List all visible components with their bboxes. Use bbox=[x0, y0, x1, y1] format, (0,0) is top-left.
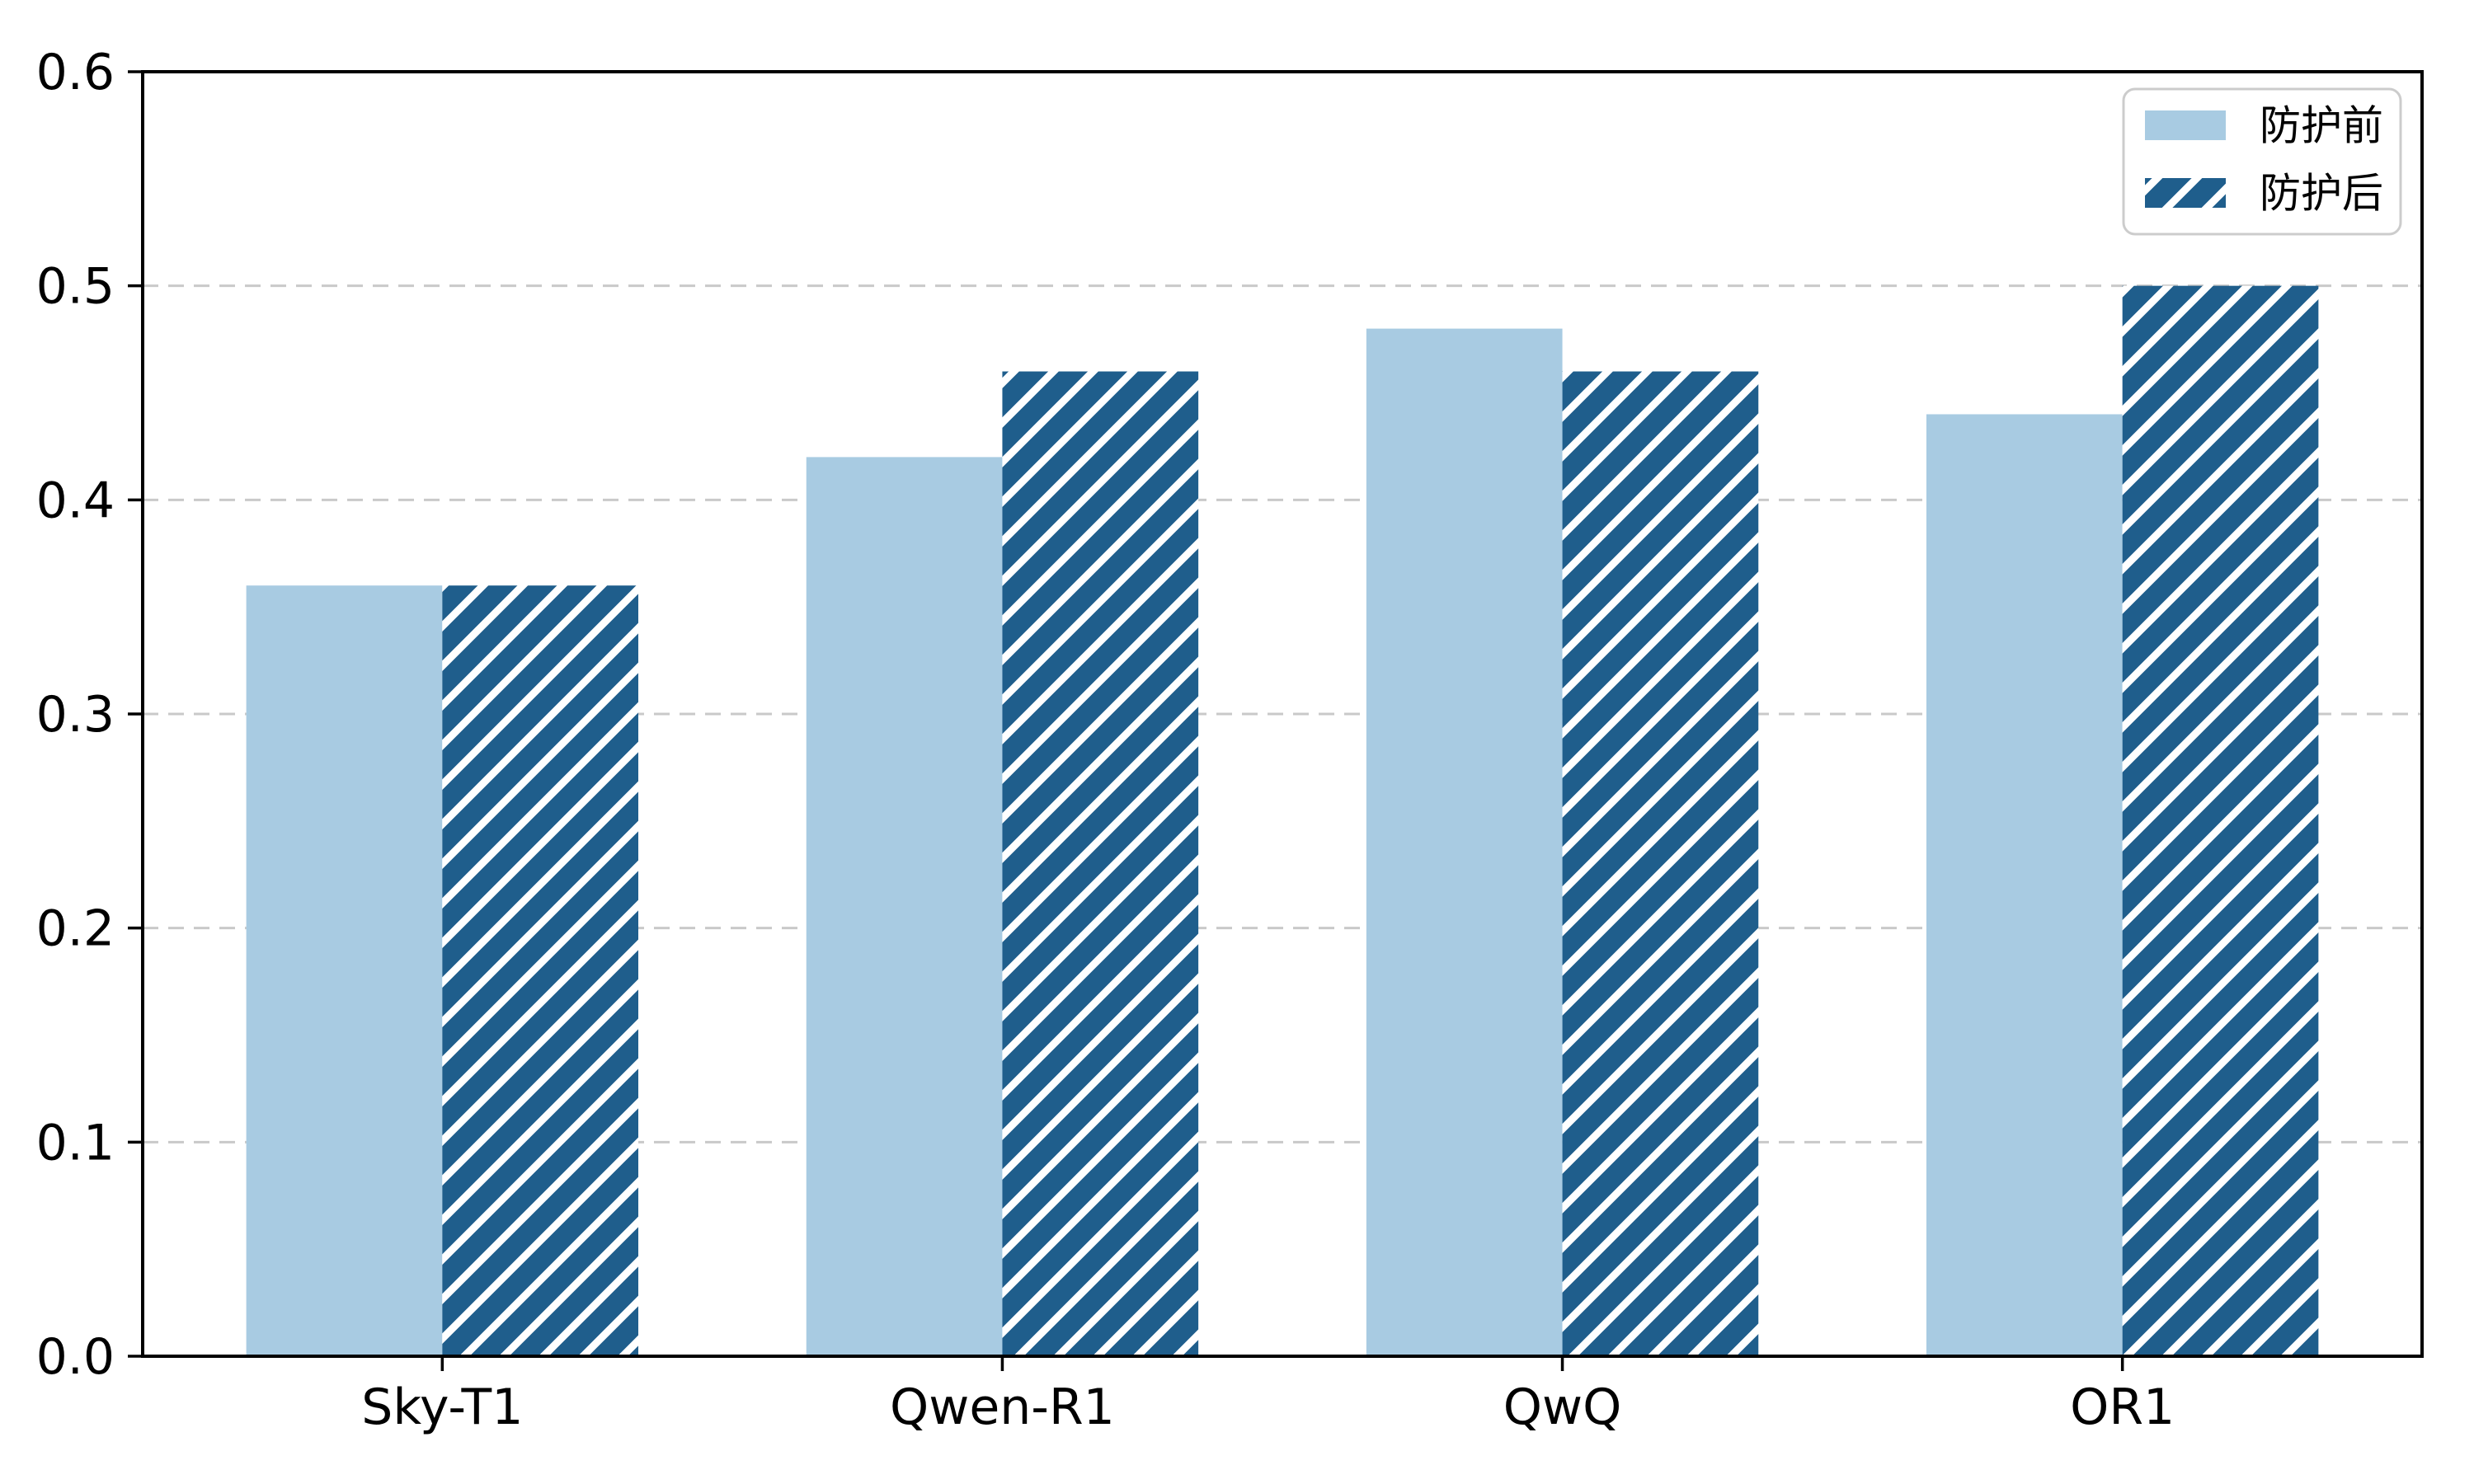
y-tick-label: 0.1 bbox=[36, 1114, 115, 1172]
legend-label-0: 防护前 bbox=[2260, 102, 2383, 150]
bar-Sky-T1-s1 bbox=[442, 585, 639, 1356]
bar-Qwen-R1-s1 bbox=[1002, 371, 1199, 1356]
bar-QwQ-s1 bbox=[1562, 371, 1759, 1356]
bar-Qwen-R1-s0 bbox=[806, 457, 1003, 1356]
y-tick-label: 0.2 bbox=[36, 900, 115, 958]
y-tick-label: 0.5 bbox=[36, 258, 115, 316]
x-tick-label: OR1 bbox=[2070, 1378, 2175, 1436]
y-tick-label: 0.0 bbox=[36, 1328, 115, 1386]
legend-swatch-1 bbox=[2145, 178, 2226, 208]
y-tick-label: 0.3 bbox=[36, 686, 115, 744]
y-tick-label: 0.4 bbox=[36, 472, 115, 529]
x-tick-label: Sky-T1 bbox=[361, 1378, 523, 1436]
legend-swatch-0 bbox=[2145, 110, 2226, 140]
bar-OR1-s0 bbox=[1926, 414, 2123, 1356]
bar-Sky-T1-s0 bbox=[246, 585, 443, 1356]
x-tick-label: Qwen-R1 bbox=[890, 1378, 1115, 1436]
bar-OR1-s1 bbox=[2122, 285, 2319, 1357]
x-tick-label: QwQ bbox=[1503, 1378, 1622, 1436]
y-tick-label: 0.6 bbox=[36, 44, 115, 101]
legend-label-1: 防护后 bbox=[2260, 170, 2383, 218]
bar-QwQ-s0 bbox=[1366, 328, 1563, 1357]
